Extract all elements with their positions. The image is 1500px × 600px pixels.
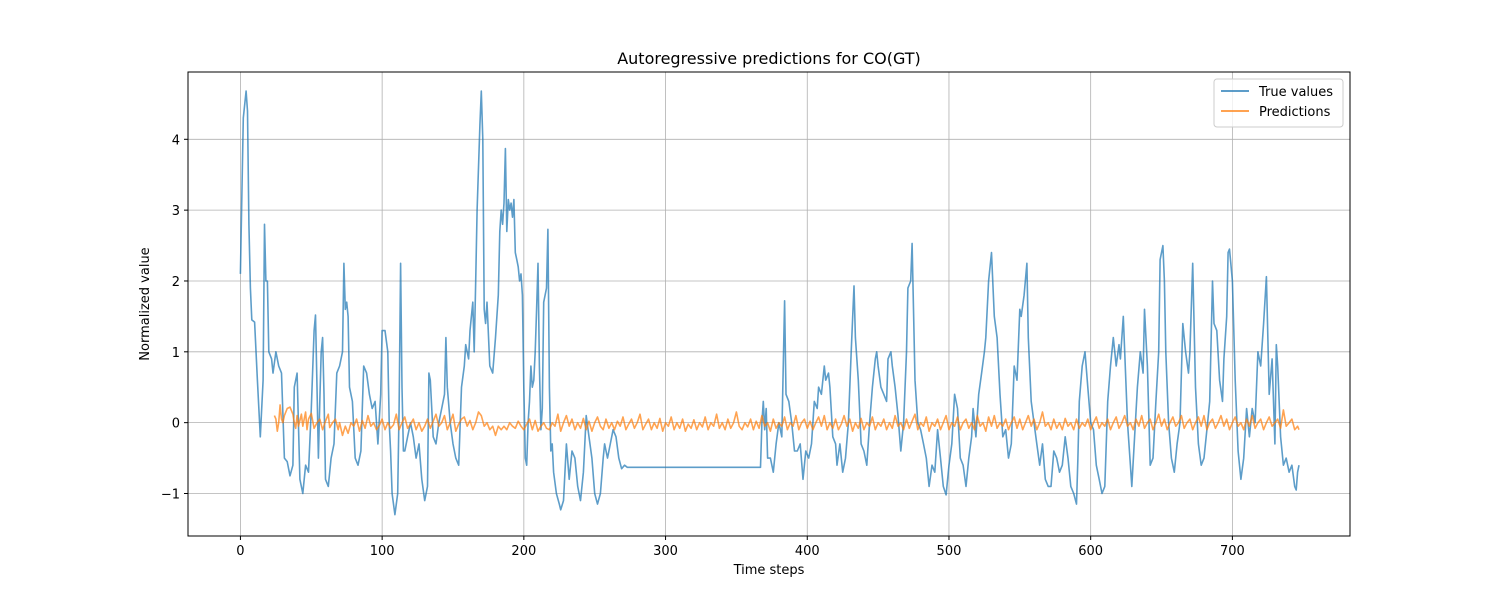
grid-lines <box>188 72 1350 536</box>
x-tick-label: 400 <box>795 544 820 559</box>
axes-frame <box>187 71 1351 537</box>
legend: True values Predictions <box>1213 78 1344 128</box>
y-tick-label: 1 <box>172 346 180 361</box>
chart-title: Autoregressive predictions for CO(GT) <box>617 49 921 68</box>
series-line-1 <box>273 404 1300 437</box>
x-axis-label: Time steps <box>733 563 805 578</box>
y-axis-label: Normalized value <box>138 247 153 360</box>
y-tick-label: −1 <box>161 487 180 502</box>
x-axis: 0 100 200 300 400 500 600 700 <box>236 536 1245 559</box>
series-line-0 <box>239 90 1300 516</box>
x-tick-label: 100 <box>370 544 395 559</box>
legend-label-predictions: Predictions <box>1259 105 1331 120</box>
x-tick-label: 500 <box>937 544 962 559</box>
y-tick-label: 0 <box>172 417 180 432</box>
x-tick-label: 300 <box>653 544 678 559</box>
y-tick-label: 3 <box>172 204 180 219</box>
x-tick-label: 600 <box>1078 544 1103 559</box>
x-tick-label: 0 <box>236 544 244 559</box>
y-tick-label: 2 <box>172 275 180 290</box>
x-tick-label: 200 <box>511 544 536 559</box>
plot-area <box>239 90 1300 516</box>
legend-label-true-values: True values <box>1258 85 1333 100</box>
y-tick-label: 4 <box>172 133 180 148</box>
y-axis: −1 0 1 2 3 4 <box>161 133 188 502</box>
x-tick-label: 700 <box>1220 544 1245 559</box>
